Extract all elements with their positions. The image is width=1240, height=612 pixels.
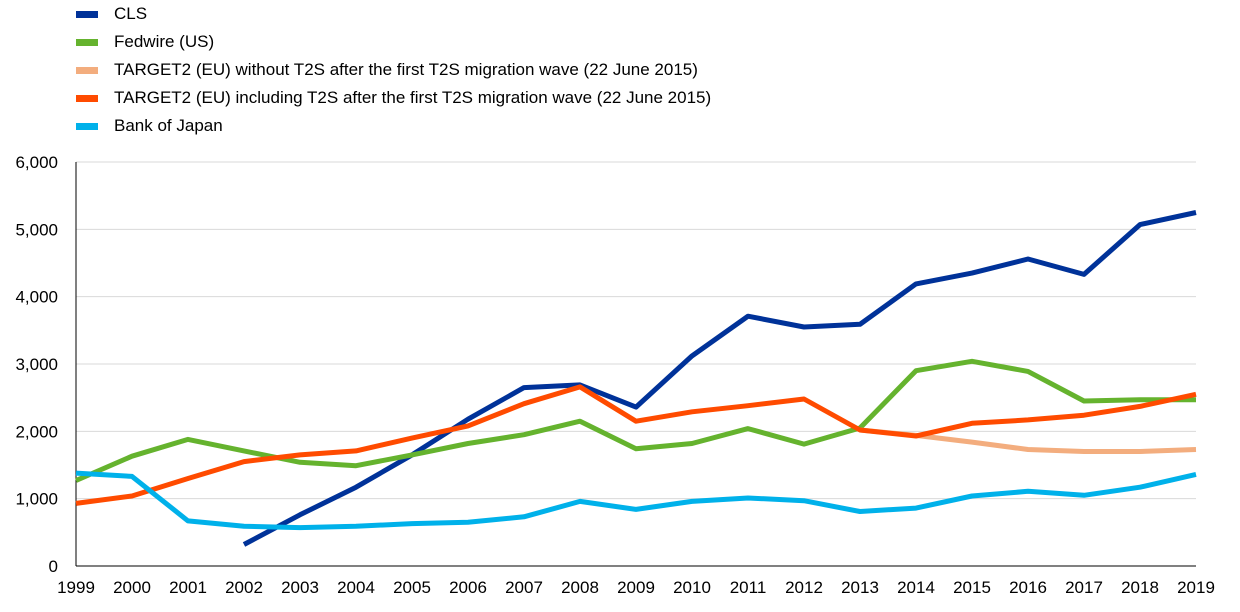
x-tick-label: 2002 xyxy=(225,578,263,597)
x-tick-label: 2008 xyxy=(561,578,599,597)
x-tick-label: 1999 xyxy=(57,578,95,597)
y-tick-labels: 0 1,000 2,000 3,000 4,000 5,000 6,000 xyxy=(15,153,58,576)
legend-swatch xyxy=(76,66,98,74)
series-lines xyxy=(75,210,1197,547)
series-line xyxy=(242,210,1197,547)
legend-swatch xyxy=(76,38,98,46)
legend-label: TARGET2 (EU) including T2S after the fir… xyxy=(114,88,712,107)
x-tick-label: 2000 xyxy=(113,578,151,597)
legend-item: Bank of Japan xyxy=(76,112,711,140)
gridlines xyxy=(76,161,1196,500)
x-tick-label: 2003 xyxy=(281,578,319,597)
legend-swatch xyxy=(76,122,98,130)
x-tick-label: 2017 xyxy=(1065,578,1103,597)
legend-label: Fedwire (US) xyxy=(114,32,215,51)
x-tick-label: 2005 xyxy=(393,578,431,597)
x-tick-label: 2019 xyxy=(1177,578,1215,597)
series-line xyxy=(75,358,1196,483)
chart-legend: CLS Fedwire (US) TARGET2 (EU) without T2S … xyxy=(76,0,711,140)
y-tick-label: 4,000 xyxy=(15,288,58,307)
series-line xyxy=(75,470,1197,531)
x-tick-label: 2016 xyxy=(1009,578,1047,597)
y-tick-label: 6,000 xyxy=(15,153,58,172)
x-tick-label: 2009 xyxy=(617,578,655,597)
y-tick-label: 1,000 xyxy=(15,490,58,509)
axes xyxy=(75,162,1196,567)
x-tick-label: 2004 xyxy=(337,578,375,597)
x-tick-label: 2001 xyxy=(169,578,207,597)
y-tick-label: 0 xyxy=(49,557,58,576)
x-tick-label: 2006 xyxy=(449,578,487,597)
x-tick-labels: 1999 2000 2001 2002 2003 2004 2005 2006 2007 2008… xyxy=(57,578,1215,597)
legend-label: CLS xyxy=(114,4,148,23)
legend-item: TARGET2 (EU) without T2S after the first… xyxy=(76,56,711,84)
x-tick-label: 2012 xyxy=(785,578,823,597)
x-tick-label: 2013 xyxy=(841,578,879,597)
legend-swatch xyxy=(76,10,98,18)
legend-item: TARGET2 (EU) including T2S after the fir… xyxy=(76,84,711,112)
series-line xyxy=(75,384,1197,506)
y-tick-label: 3,000 xyxy=(15,355,58,374)
x-tick-label: 2014 xyxy=(897,578,935,597)
x-tick-label: 2015 xyxy=(953,578,991,597)
x-tick-label: 2007 xyxy=(505,578,543,597)
x-tick-label: 2010 xyxy=(673,578,711,597)
legend-item: CLS xyxy=(76,0,711,28)
legend-swatch xyxy=(76,94,98,102)
x-tick-label: 2018 xyxy=(1121,578,1159,597)
y-tick-label: 2,000 xyxy=(15,422,58,441)
legend-label: Bank of Japan xyxy=(114,116,223,135)
y-tick-label: 5,000 xyxy=(15,220,58,239)
x-tick-label: 2011 xyxy=(730,578,767,597)
legend-item: Fedwire (US) xyxy=(76,28,711,56)
legend-label: TARGET2 (EU) without T2S after the first… xyxy=(114,60,698,79)
